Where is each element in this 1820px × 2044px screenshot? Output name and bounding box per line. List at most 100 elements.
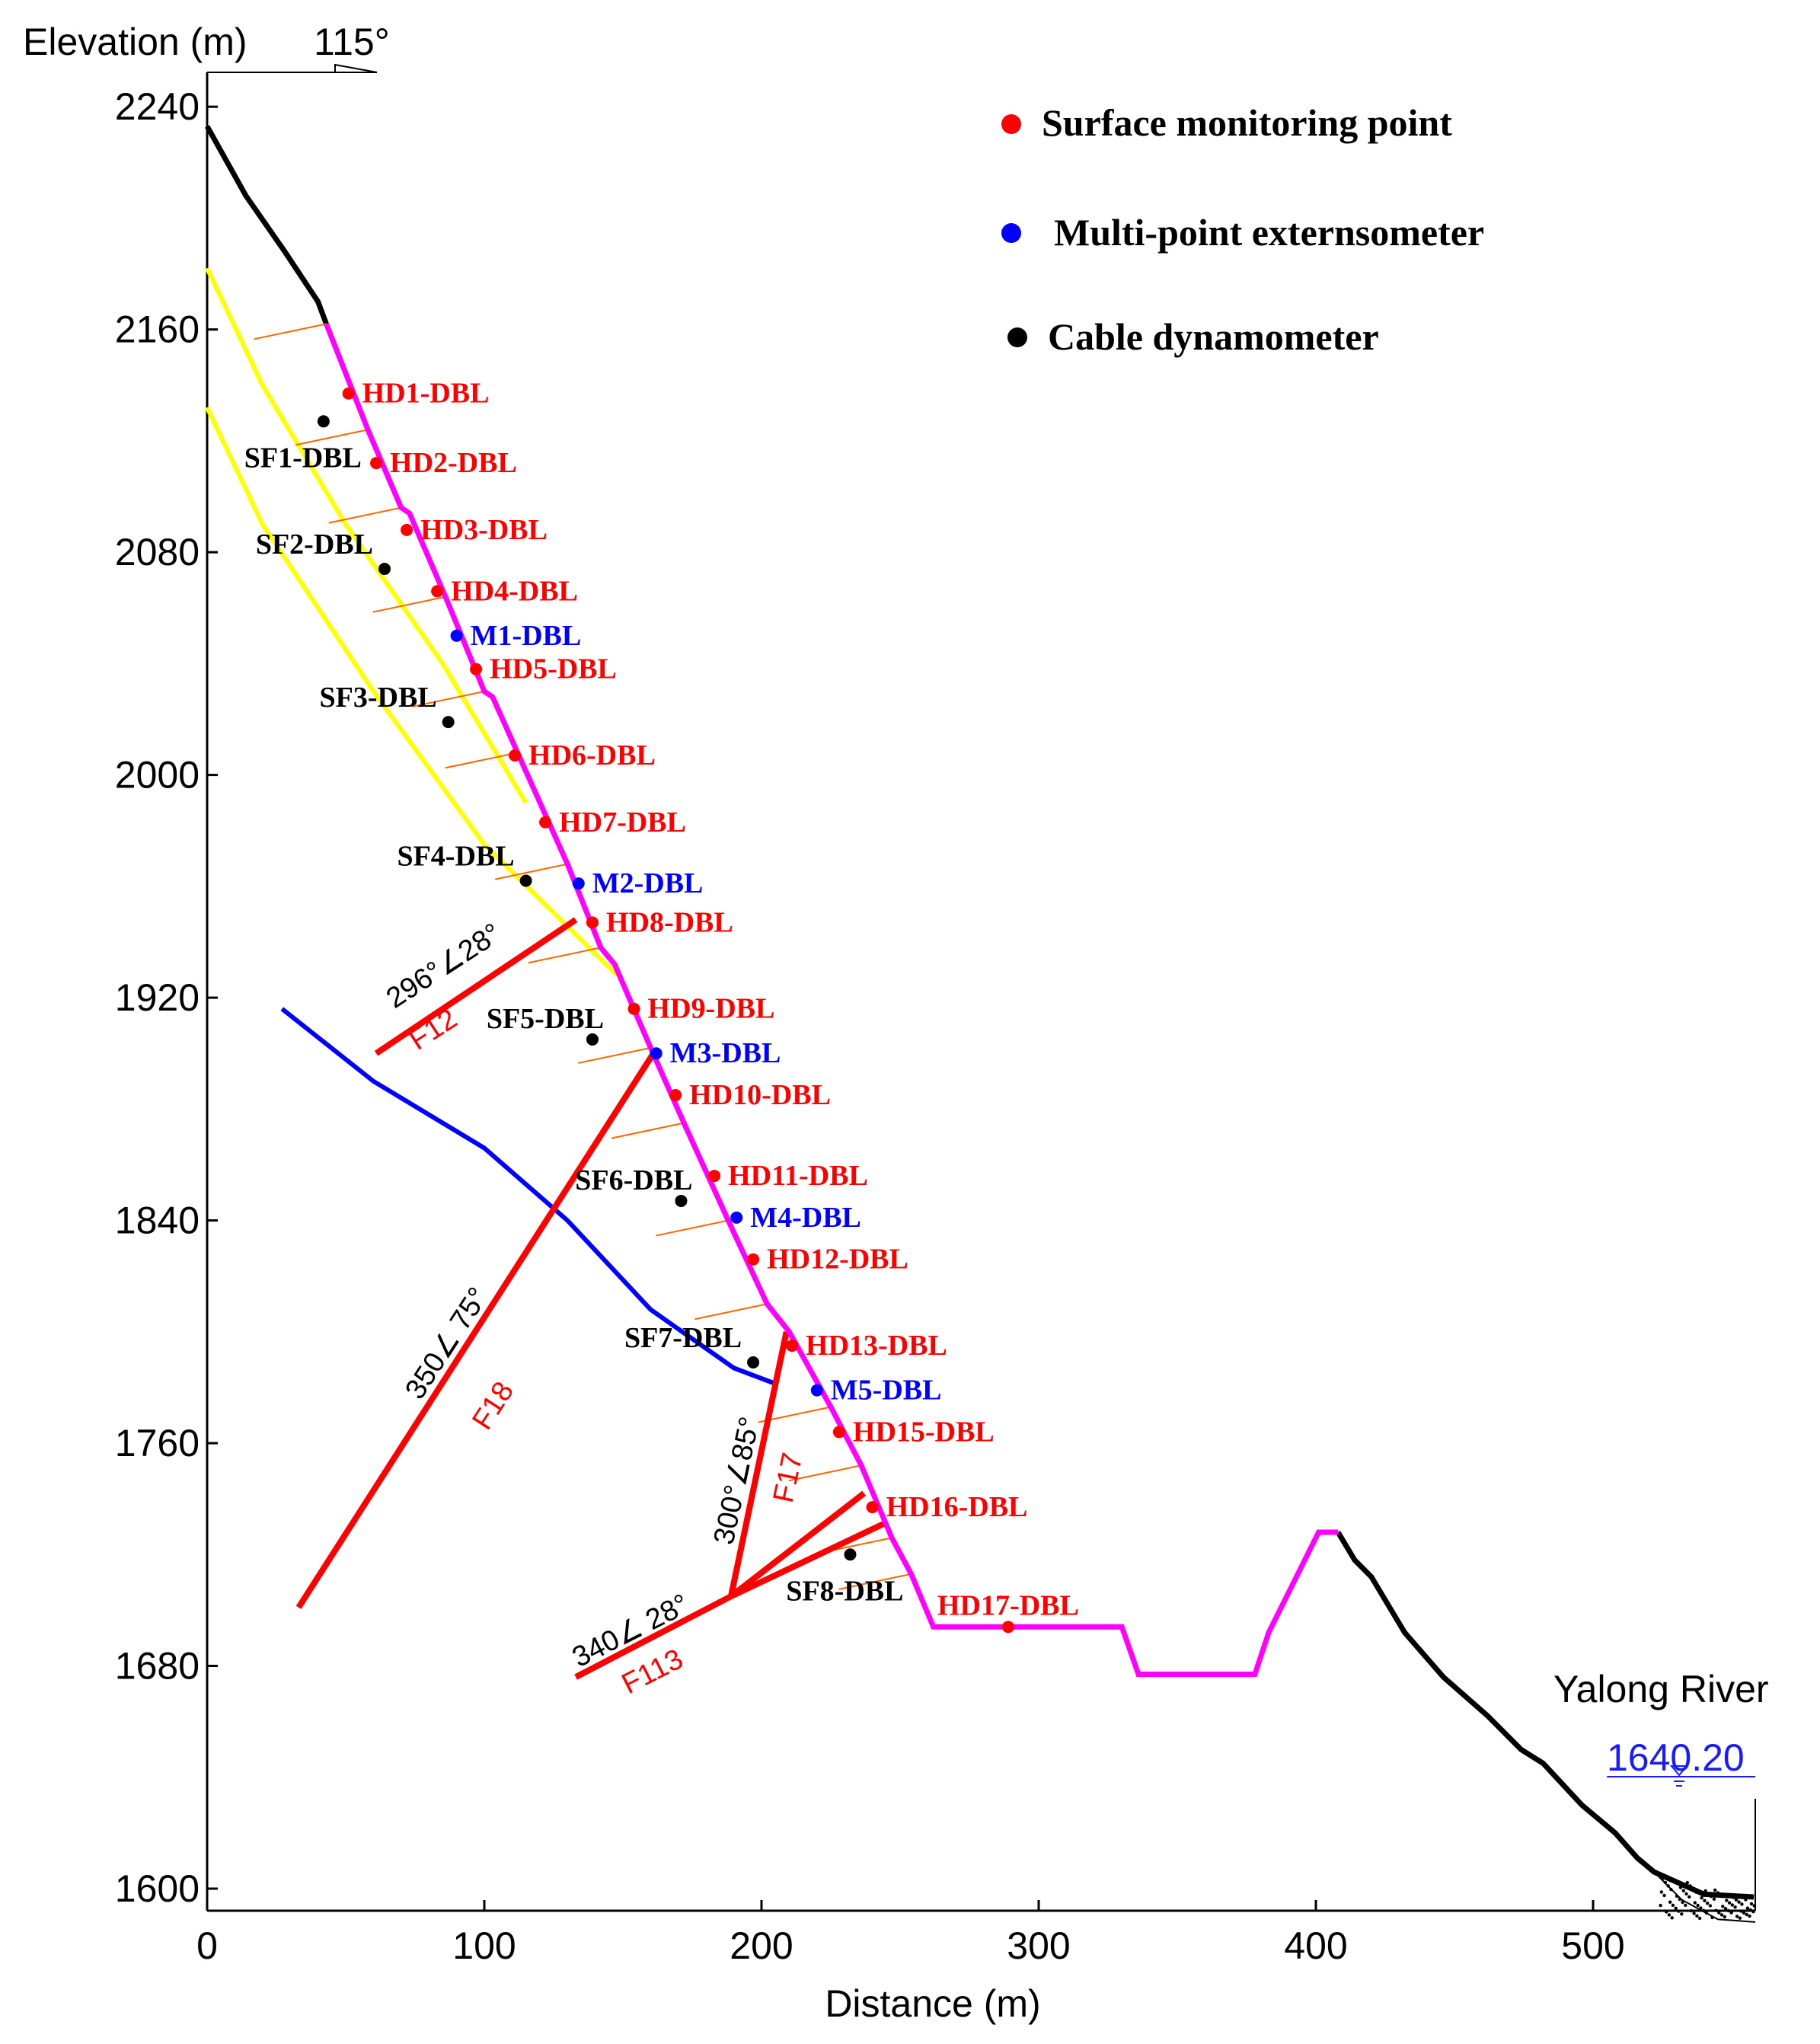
sediment-dot <box>1714 1908 1718 1912</box>
point-hd16-dbl <box>866 1501 879 1514</box>
sediment-dot <box>1706 1902 1710 1905</box>
sediment-dot <box>1748 1914 1751 1918</box>
point-label-sf1-dbl: SF1-DBL <box>244 442 362 474</box>
sediment-dot <box>1660 1876 1665 1881</box>
point-hd13-dbl <box>786 1340 799 1353</box>
point-label-m2-dbl: M2-DBL <box>592 867 704 899</box>
legend-cable-label: Cable dynamometer <box>1048 315 1379 358</box>
sediment-dot <box>1662 1893 1666 1898</box>
point-hd2-dbl <box>370 457 383 470</box>
sediment-dot <box>1731 1895 1735 1899</box>
sediment-dot <box>1699 1906 1703 1910</box>
point-hd15-dbl <box>832 1426 845 1439</box>
sediment-dot <box>1710 1895 1713 1899</box>
sediment-dot <box>1681 1900 1684 1905</box>
sediment-dot <box>1733 1905 1737 1909</box>
point-label-hd17-dbl: HD17-DBL <box>937 1589 1079 1621</box>
sediment-dot <box>1716 1891 1720 1895</box>
anchor-cable <box>494 863 568 880</box>
x-ticks: 0 100 200 300 400 500 <box>196 1900 1625 1967</box>
point-label-m4-dbl: M4-DBL <box>750 1202 861 1234</box>
y-tick-label: 2000 <box>115 754 200 797</box>
sediment-dot <box>1708 1904 1713 1908</box>
sediment-dot <box>1751 1910 1755 1914</box>
point-label-sf5-dbl: SF5-DBL <box>487 1003 604 1035</box>
point-label-sf7-dbl: SF7-DBL <box>624 1322 742 1354</box>
sediment-dot <box>1665 1910 1668 1914</box>
monitoring-points: HD1-DBL HD2-DBL HD3-DBL HD4-DBL M1-DBLHD5-DB… <box>244 378 1079 1634</box>
point-m3-dbl <box>650 1047 663 1060</box>
sediment-dot <box>1691 1887 1695 1891</box>
sediment-dot <box>1735 1915 1739 1918</box>
sediment-dot <box>1700 1895 1703 1900</box>
fault-f12-name: F12 <box>404 1003 463 1057</box>
sediment-dot <box>1659 1903 1662 1908</box>
water-level-value: 1640.20 <box>1607 1736 1745 1779</box>
y-tick-label: 1840 <box>115 1199 200 1242</box>
slip-surface-upper <box>205 267 528 804</box>
header-angle: 115° <box>314 21 390 63</box>
river-name: Yalong River <box>1553 1668 1769 1710</box>
sediment-dot <box>1719 1913 1724 1917</box>
sediment-dot <box>1738 1916 1742 1920</box>
fault-line <box>730 1521 885 1599</box>
anchor-cable <box>254 323 327 340</box>
anchor-cable <box>328 506 402 524</box>
anchor-cable <box>411 690 485 707</box>
point-hd12-dbl <box>747 1253 760 1266</box>
point-hd9-dbl <box>627 1002 640 1015</box>
sediment-dot <box>1729 1911 1733 1915</box>
sediment-dot <box>1696 1903 1700 1908</box>
sediment-dot <box>1723 1907 1728 1911</box>
point-label-hd1-dbl: HD1-DBL <box>362 378 490 410</box>
x-tick-label: 100 <box>452 1924 516 1967</box>
fault-line <box>574 1593 733 1680</box>
sediment-dot <box>1677 1909 1681 1913</box>
y-tick-label: 1680 <box>115 1645 200 1688</box>
point-label-hd4-dbl: HD4-DBL <box>451 575 578 607</box>
point-sf6-dbl <box>675 1194 688 1207</box>
sediment-dot <box>1685 1880 1689 1885</box>
sediment-dot <box>1704 1911 1709 1915</box>
legend-surface-label: Surface monitoring point <box>1042 101 1452 144</box>
sediment-dot <box>1674 1906 1678 1910</box>
slip-surface-lower <box>205 406 619 977</box>
point-label-hd15-dbl: HD15-DBL <box>853 1416 995 1448</box>
anchor-cable <box>611 1122 685 1139</box>
sediment-dot <box>1719 1893 1723 1898</box>
x-axis-title: Distance (m) <box>825 1982 1040 2025</box>
point-label-hd12-dbl: HD12-DBL <box>767 1244 908 1276</box>
sediment-dot <box>1749 1902 1754 1906</box>
sediment-dot <box>1703 1889 1707 1893</box>
anchor-cable <box>528 947 602 964</box>
fault-line <box>295 1052 656 1609</box>
point-label-hd13-dbl: HD13-DBL <box>806 1330 947 1362</box>
sediment-dot <box>1702 1908 1706 1912</box>
sediment-dot <box>1727 1901 1732 1905</box>
point-sf5-dbl <box>586 1033 599 1046</box>
anchor-cables <box>254 323 912 1590</box>
point-sf4-dbl <box>519 874 532 887</box>
point-label-hd8-dbl: HD8-DBL <box>606 906 733 938</box>
fault-f18-name: F18 <box>466 1376 520 1436</box>
point-label-hd6-dbl: HD6-DBL <box>528 739 656 771</box>
fault-line <box>728 1330 790 1597</box>
sediment-dot <box>1703 1899 1707 1902</box>
point-sf2-dbl <box>378 563 391 576</box>
point-label-hd16-dbl: HD16-DBL <box>886 1491 1028 1523</box>
sediment-dot <box>1723 1915 1726 1919</box>
point-hd7-dbl <box>539 816 552 829</box>
y-tick-label: 2080 <box>115 531 200 573</box>
sediment-dot <box>1684 1892 1688 1895</box>
fault-f12-orientation: 296°∠28° <box>381 918 507 1015</box>
sediment-dot <box>1744 1898 1748 1902</box>
sediment-dot <box>1675 1894 1679 1898</box>
sediment-dot <box>1666 1884 1670 1888</box>
sediment-dot <box>1742 1911 1746 1915</box>
sediment-dot <box>1684 1903 1687 1907</box>
sediment-dot <box>1658 1873 1662 1877</box>
anchor-cable <box>838 1573 912 1590</box>
fault-line <box>374 917 578 1056</box>
sediment-dot <box>1726 1908 1730 1913</box>
sediment-dot <box>1687 1895 1691 1899</box>
